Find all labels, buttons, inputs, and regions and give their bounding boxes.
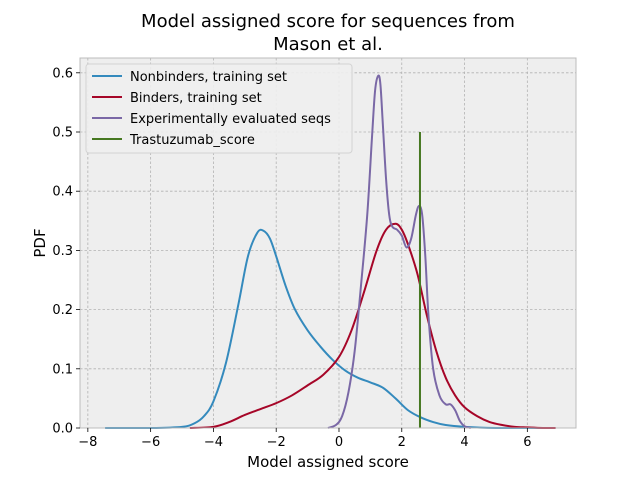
series-layer [105, 74, 556, 429]
y-tick-label: 0.3 [52, 244, 73, 259]
x-tick-label: 2 [398, 435, 406, 450]
x-tick-label: −2 [267, 435, 286, 450]
y-tick-label: 0.6 [52, 66, 73, 81]
legend-label-trastuzumab: Trastuzumab_score [129, 133, 255, 148]
legend-box [85, 63, 353, 154]
y-axis-label: PDF [31, 228, 49, 257]
x-tick-label: 0 [335, 435, 343, 450]
x-tick-label: 4 [460, 435, 468, 450]
legend-label-binders: Binders, training set [130, 91, 262, 106]
legend-label-experimental: Experimentally evaluated seqs [130, 112, 331, 127]
y-tick-label: 0.2 [52, 303, 73, 318]
y-tick-label: 0.5 [52, 126, 73, 141]
chart-title-line-2: Mason et al. [273, 34, 383, 55]
x-tick-label: −6 [141, 435, 160, 450]
y-tick-label: 0.4 [52, 185, 73, 200]
x-tick-label: −8 [78, 435, 97, 450]
legend: Nonbinders, training set Binders, traini… [85, 63, 353, 154]
x-tick-label: −4 [204, 435, 223, 450]
chart-title-line-1: Model assigned score for sequences from [141, 11, 515, 32]
y-tick-label: 0.0 [52, 422, 73, 437]
series-binders-line [189, 222, 556, 429]
legend-label-nonbinders: Nonbinders, training set [130, 70, 287, 85]
plot-area-frame [79, 57, 577, 429]
ticks: −8 −6 −4 −2 0 2 4 6 0.0 0.1 0.2 0.3 0.4 0.5 0.6 [52, 66, 531, 450]
y-tick-label: 0.1 [52, 362, 73, 377]
series-experimental-line [327, 74, 472, 429]
series-nonbinders-line [105, 228, 551, 429]
x-axis-label: Model assigned score [247, 453, 409, 471]
x-tick-label: 6 [523, 435, 531, 450]
